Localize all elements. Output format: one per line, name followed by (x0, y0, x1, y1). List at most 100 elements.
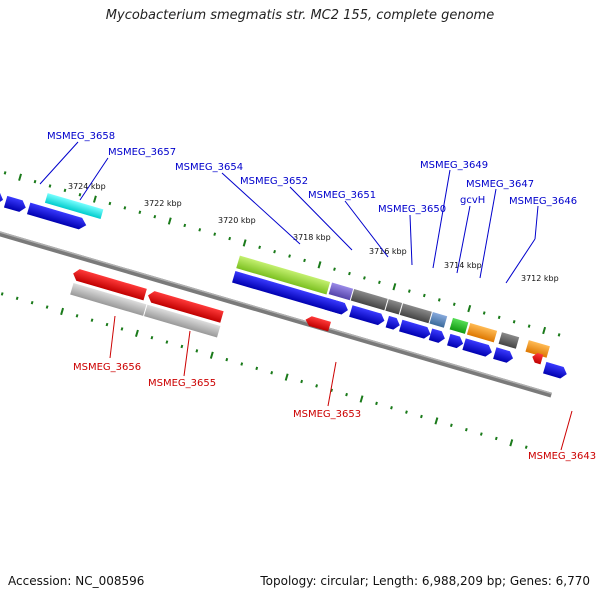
feature-gray-3655b[interactable] (144, 304, 221, 338)
cds-reverse-arrow-3643[interactable] (531, 352, 544, 365)
cds-forward-arrow[interactable] (232, 270, 349, 316)
leader-line (505, 238, 536, 284)
cds-forward-arrow[interactable] (324, 297, 349, 316)
feature-gray-3650b[interactable] (399, 303, 432, 324)
leader-line (221, 172, 301, 245)
cds-reverse-arrow-3656b[interactable] (146, 290, 224, 323)
gene-label[interactable]: MSMEG_3658 (47, 131, 115, 142)
leader-line (289, 186, 353, 251)
minor-tick (300, 379, 304, 384)
minor-tick (33, 179, 37, 184)
feature-lime-3654[interactable] (236, 255, 331, 295)
major-tick (359, 395, 364, 403)
gene-label[interactable]: MSMEG_3649 (420, 160, 488, 171)
cds-forward-arrow[interactable] (447, 333, 465, 350)
minor-tick (422, 293, 426, 298)
gene-label[interactable]: MSMEG_3647 (466, 179, 534, 190)
minor-tick (378, 280, 381, 285)
leader-line (534, 205, 539, 240)
cds-forward-arrow[interactable] (399, 319, 432, 340)
cds-forward-arrow[interactable] (26, 202, 88, 231)
gene-label[interactable]: MSMEG_3653 (293, 409, 361, 420)
feature-steel-3649[interactable] (429, 312, 448, 328)
leader-line (479, 188, 497, 279)
leader-line (327, 361, 337, 407)
minor-tick (363, 276, 366, 280)
major-tick (392, 283, 397, 291)
feature-cyan-3657[interactable] (44, 193, 104, 220)
major-tick (167, 217, 172, 225)
minor-tick (270, 371, 274, 375)
gene-label[interactable]: MSMEG_3651 (308, 190, 376, 201)
minor-tick (479, 432, 483, 436)
cds-forward-arrow[interactable] (3, 195, 28, 213)
major-tick (209, 351, 214, 359)
minor-tick (557, 333, 561, 337)
cds-forward-arrow[interactable] (493, 347, 515, 364)
minor-tick (405, 410, 408, 414)
feature-orange-3647[interactable] (466, 322, 498, 343)
minor-tick (183, 223, 187, 228)
gene-label[interactable]: MSMEG_3650 (378, 204, 446, 215)
minor-tick (123, 206, 127, 210)
feature-gray-3655a[interactable] (70, 283, 147, 316)
cds-reverse-arrow-3653[interactable] (304, 315, 331, 332)
minor-tick (0, 292, 4, 296)
forward-gene-label-text: MSMEG_3658 MSMEG_3657 MSMEG_3654 MSMEG_3… (47, 131, 577, 215)
feature-gray-3651[interactable] (350, 289, 388, 311)
cds-forward-arrow[interactable] (0, 188, 5, 206)
minor-tick (348, 271, 351, 276)
minor-tick (407, 289, 411, 293)
gene-label[interactable]: gcvH (460, 195, 485, 206)
map-title: Mycobacterium smegmatis str. MC2 155, co… (105, 8, 495, 23)
minor-tick (333, 267, 336, 271)
minor-tick (255, 366, 259, 371)
minor-tick (449, 423, 453, 428)
minor-tick (180, 344, 184, 349)
major-tick (18, 173, 22, 181)
cds-forward-arrow[interactable] (543, 361, 568, 380)
feature-purple-3652[interactable] (328, 282, 354, 301)
gene-label[interactable]: MSMEG_3654 (175, 162, 243, 173)
minor-tick (75, 314, 79, 318)
reverse-gene-labels (109, 315, 573, 451)
feature-gray-3650a[interactable] (385, 299, 403, 315)
cds-forward-arrow[interactable] (428, 328, 447, 345)
tick-label: 3724 kbp (68, 182, 106, 191)
gene-label[interactable]: MSMEG_3656 (73, 362, 141, 373)
tick-label: 3714 kbp (444, 261, 482, 270)
tick-label: 3716 kbp (369, 247, 407, 256)
tick-row-lower (0, 292, 528, 449)
cds-forward-arrow[interactable] (462, 338, 493, 358)
gene-label[interactable]: MSMEG_3643 (528, 451, 596, 462)
minor-tick (524, 445, 528, 449)
feature-gray-3646[interactable] (498, 332, 520, 349)
forward-gene-labels (39, 141, 539, 284)
minor-tick (78, 193, 82, 197)
minor-tick (153, 214, 157, 219)
minor-tick (195, 349, 199, 353)
leader-line (79, 157, 109, 201)
minor-tick (63, 188, 67, 193)
cds-reverse-arrow-3656a[interactable] (71, 268, 147, 301)
feature-orange-3645[interactable] (525, 340, 550, 358)
minor-tick (120, 327, 124, 331)
leader-line (183, 330, 191, 377)
cds-forward-arrow[interactable] (385, 315, 402, 331)
genome-backbone-highlight (0, 207, 552, 395)
minor-tick (494, 436, 498, 441)
gene-label[interactable]: MSMEG_3657 (108, 147, 176, 158)
minor-tick (198, 228, 202, 232)
minor-tick (258, 245, 262, 250)
gene-label[interactable]: MSMEG_3652 (240, 176, 308, 187)
feature-green-gcvH[interactable] (449, 317, 469, 334)
minor-tick (150, 335, 154, 340)
cds-forward-arrow[interactable] (349, 305, 386, 326)
minor-tick (303, 258, 306, 263)
gene-label[interactable]: MSMEG_3655 (148, 378, 216, 389)
minor-tick (288, 254, 291, 258)
gene-label[interactable]: MSMEG_3646 (509, 196, 577, 207)
minor-tick (390, 406, 393, 410)
leader-line (456, 205, 471, 274)
minor-tick (108, 201, 112, 206)
